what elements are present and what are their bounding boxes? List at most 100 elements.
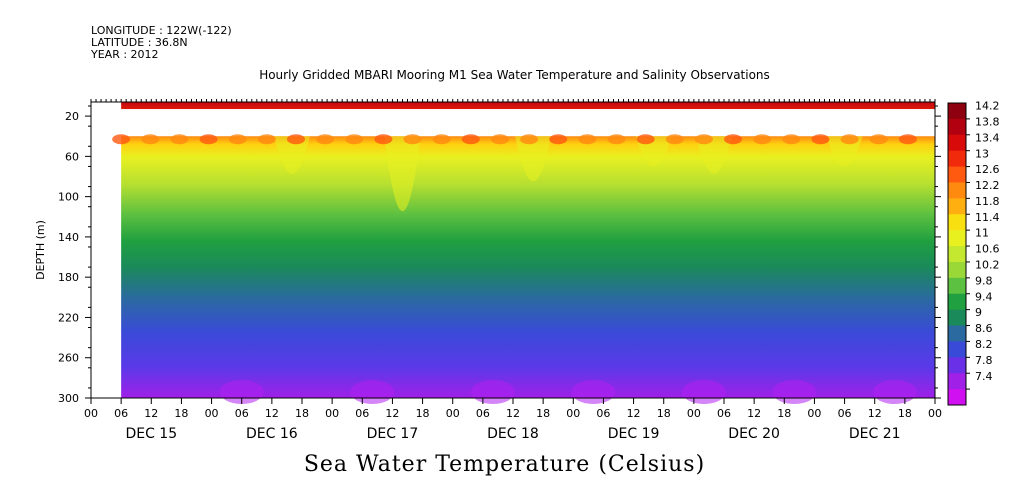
y-tick-label-140: 140: [58, 231, 79, 244]
y-tick-label-260: 260: [58, 352, 79, 365]
x-tick-label: 00: [928, 407, 942, 420]
surface-layer: [121, 102, 935, 110]
x-tick-label: 12: [868, 407, 882, 420]
warm-spot-0: [112, 134, 131, 145]
x-tick-label: 00: [325, 407, 339, 420]
warm-spot-3: [199, 134, 218, 145]
axes: 20 60 100 140 180 220 260 300 DEPTH (m) 00 06 12 18 0…: [34, 99, 942, 442]
colorbar-label: 13.4: [975, 131, 1000, 144]
y-tick-label-60: 60: [65, 150, 79, 163]
warm-spot-22: [753, 134, 772, 145]
colorbar-swatch: [948, 261, 966, 279]
colorbar-swatch: [948, 118, 966, 136]
warm-spot-15: [549, 134, 568, 145]
warm-spot-11: [432, 134, 451, 145]
x-tick-label: 00: [84, 407, 98, 420]
colorbar-swatch: [948, 389, 966, 406]
x-tick-label: 18: [416, 407, 430, 420]
colorbar-label: 13.8: [975, 115, 1000, 128]
colorbar-swatch: [948, 182, 966, 199]
warm-spot-18: [636, 134, 655, 145]
colorbar-label: 9.8: [975, 274, 993, 287]
warm-intrusion-1: [384, 136, 421, 212]
y-tick-label-220: 220: [58, 311, 79, 324]
x-day-label: DEC 16: [246, 426, 298, 442]
x-tick-label: 18: [898, 407, 912, 420]
warm-spot-2: [170, 134, 189, 145]
x-tick-label: 00: [205, 407, 219, 420]
warm-spot-4: [228, 134, 247, 145]
warm-spot-24: [811, 134, 830, 145]
x-tick-label: 06: [838, 407, 852, 420]
warm-intrusion-0: [273, 136, 310, 174]
x-tick-label: 12: [747, 407, 761, 420]
colorbar: 14.2 13.8 13.4 13 12.6 12.2 11.8 11.4 11 10.6 10.2…: [947, 100, 1000, 406]
warm-spot-1: [141, 134, 160, 145]
warm-spot-16: [578, 134, 597, 145]
warm-spot-20: [694, 134, 713, 145]
warm-spot-27: [898, 134, 917, 145]
deep-cold-patch-2: [470, 380, 515, 404]
colorbar-swatch: [948, 277, 966, 295]
longitude-label: LONGITUDE : 122W(-122): [91, 24, 232, 37]
x-tick-label: 06: [476, 407, 490, 420]
y-tick-label-100: 100: [58, 191, 79, 204]
warm-spot-26: [869, 134, 888, 145]
colorbar-swatch: [948, 198, 966, 215]
colorbar-label: 8.6: [975, 322, 993, 335]
colorbar-label: 10.6: [975, 243, 1000, 256]
x-axis-label: Sea Water Temperature (Celsius): [303, 452, 706, 477]
colorbar-label: 7.4: [975, 370, 993, 383]
warm-spot-9: [374, 134, 393, 145]
warm-spot-14: [520, 134, 539, 145]
warm-spot-17: [607, 134, 626, 145]
colorbar-swatch: [948, 341, 966, 358]
x-tick-label: 00: [446, 407, 460, 420]
warm-spot-10: [403, 134, 422, 145]
year-label: YEAR : 2012: [91, 48, 159, 61]
colorbar-swatch: [948, 293, 966, 311]
x-tick-label: 12: [627, 407, 641, 420]
x-day-label: DEC 15: [125, 426, 177, 442]
x-tick-label: 12: [506, 407, 520, 420]
x-tick-label: 18: [777, 407, 791, 420]
colorbar-swatch: [948, 230, 966, 247]
colorbar-swatch: [948, 246, 966, 263]
colorbar-swatch: [948, 325, 966, 342]
colorbar-label: 9: [975, 306, 982, 319]
x-tick-label: 06: [717, 407, 731, 420]
plot-area: [112, 102, 935, 404]
colorbar-label: 10.2: [975, 259, 1000, 272]
warm-spot-19: [665, 134, 684, 145]
x-tick-label: 06: [355, 407, 369, 420]
warm-spot-13: [490, 134, 509, 145]
warm-spot-5: [257, 134, 276, 145]
x-tick-label: 12: [265, 407, 279, 420]
x-tick-label: 18: [536, 407, 550, 420]
colorbar-swatch: [948, 309, 966, 327]
colorbar-label: 14.2: [975, 100, 1000, 113]
temperature-field: [121, 136, 935, 398]
x-day-label: DEC 18: [487, 426, 539, 442]
colorbar-swatch: [948, 134, 966, 152]
deep-cold-patch-3: [571, 380, 616, 404]
y-tick-label-20: 20: [65, 110, 79, 123]
colorbar-swatch: [948, 150, 966, 168]
colorbar-label: 12.2: [975, 179, 1000, 192]
chart-title: Hourly Gridded MBARI Mooring M1 Sea Wate…: [259, 68, 770, 82]
x-tick-label: 12: [385, 407, 399, 420]
x-day-label: DEC 19: [608, 426, 660, 442]
warm-spot-8: [345, 134, 364, 145]
colorbar-swatch: [948, 357, 966, 374]
warm-spot-12: [461, 134, 480, 145]
x-tick-label: 12: [144, 407, 158, 420]
x-day-label: DEC 21: [849, 426, 901, 442]
deep-cold-patch-6: [872, 380, 917, 404]
x-tick-label: 18: [174, 407, 188, 420]
colorbar-frame: [947, 102, 967, 406]
x-tick-label: 18: [657, 407, 671, 420]
warm-spot-25: [840, 134, 859, 145]
x-day-label: DEC 17: [367, 426, 419, 442]
colorbar-label: 11.4: [975, 211, 1000, 224]
